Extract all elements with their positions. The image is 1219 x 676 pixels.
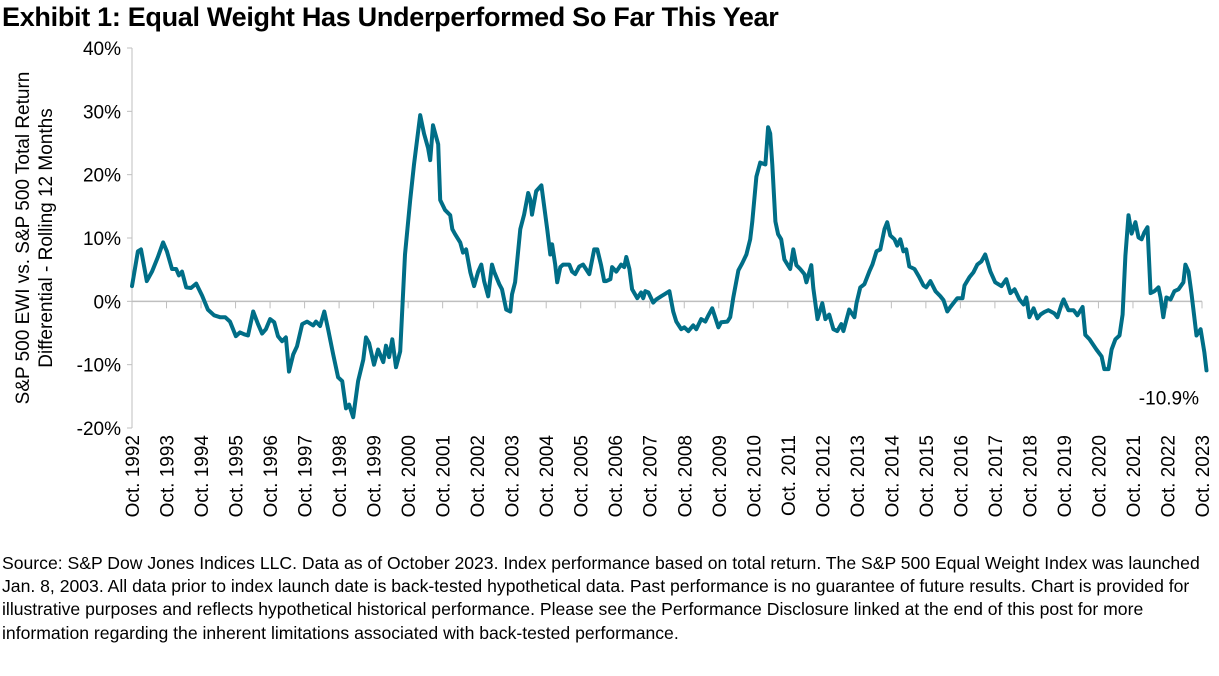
line-chart: 40%30%20%10%0%-10%-20% Oct. 1992 Oct. 199… bbox=[77, 39, 1214, 517]
x-axis-ticks: Oct. 1992 Oct. 1993 Oct. 1994 Oct. 1995 Oct.… bbox=[123, 301, 1214, 517]
x-tick-label: Oct. 2004 bbox=[537, 435, 558, 518]
x-tick-label: Oct. 2008 bbox=[675, 435, 696, 517]
y-tick-label: 40% bbox=[83, 39, 121, 60]
x-tick-label: Oct. 1992 bbox=[123, 435, 144, 517]
source-footnote: Source: S&P Dow Jones Indices LLC. Data … bbox=[2, 553, 1200, 643]
x-tick-label: Oct. 2013 bbox=[848, 435, 869, 517]
x-tick-label: Oct. 2007 bbox=[641, 435, 662, 517]
x-tick-label: Oct. 2006 bbox=[606, 435, 627, 517]
series-line bbox=[130, 113, 1209, 420]
x-tick-label: Oct. 1999 bbox=[365, 435, 386, 517]
x-tick-label: Oct. 2021 bbox=[1124, 435, 1145, 517]
x-tick-label: Oct. 2002 bbox=[468, 435, 489, 517]
axes bbox=[131, 48, 1202, 428]
x-tick-label: Oct. 2011 bbox=[779, 435, 800, 516]
x-tick-label: Oct. 2017 bbox=[986, 435, 1007, 517]
x-tick-label: Oct. 1994 bbox=[192, 435, 213, 518]
x-tick-label: Oct. 2019 bbox=[1055, 435, 1076, 517]
x-tick-label: Oct. 2001 bbox=[434, 435, 455, 517]
x-tick-label: Oct. 2015 bbox=[917, 435, 938, 517]
y-tick-label: 0% bbox=[94, 292, 122, 313]
y-tick-label: 10% bbox=[83, 229, 121, 250]
y-tick-label: -20% bbox=[77, 419, 121, 440]
x-tick-label: Oct. 1998 bbox=[330, 435, 351, 517]
y-tick-label: 30% bbox=[83, 102, 121, 123]
y-tick-label: -10% bbox=[77, 356, 121, 377]
end-value-annotation: -10.9% bbox=[1139, 388, 1199, 409]
x-tick-label: Oct. 2003 bbox=[503, 435, 524, 517]
x-tick-label: Oct. 2009 bbox=[710, 435, 731, 517]
x-tick-label: Oct. 2023 bbox=[1193, 435, 1214, 517]
x-tick-label: Oct. 2010 bbox=[744, 435, 765, 517]
x-tick-label: Oct. 1997 bbox=[296, 435, 317, 517]
x-tick-label: Oct. 2018 bbox=[1020, 435, 1041, 517]
x-tick-label: Oct. 2014 bbox=[882, 435, 903, 518]
x-tick-label: Oct. 2000 bbox=[399, 435, 420, 517]
x-tick-label: Oct. 1995 bbox=[227, 435, 248, 517]
x-tick-label: Oct. 2012 bbox=[813, 435, 834, 517]
x-tick-label: Oct. 1993 bbox=[158, 435, 179, 517]
x-tick-label: Oct. 2005 bbox=[572, 435, 593, 517]
y-axis-ticks: 40% 30% 20% 10% 0% -10% -20% bbox=[77, 39, 132, 440]
y-tick-label: 20% bbox=[83, 166, 121, 187]
x-tick-label: Oct. 1996 bbox=[261, 435, 282, 517]
x-tick-label: Oct. 2020 bbox=[1089, 435, 1110, 517]
x-tick-label: Oct. 2022 bbox=[1158, 435, 1179, 517]
x-tick-label: Oct. 2016 bbox=[951, 435, 972, 517]
chart-title: Exhibit 1: Equal Weight Has Underperform… bbox=[2, 2, 779, 32]
